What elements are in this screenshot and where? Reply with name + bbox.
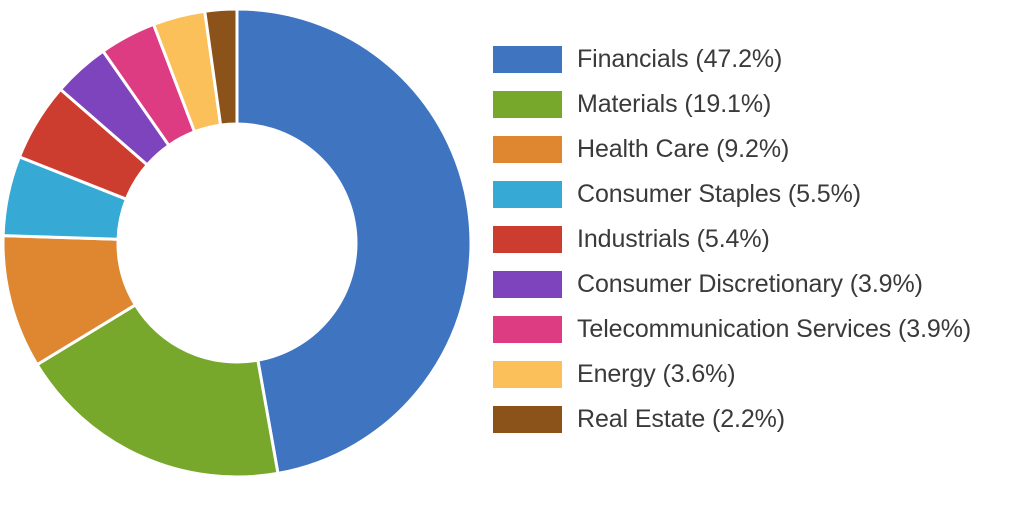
chart-legend: Financials (47.2%) Materials (19.1%) Hea… bbox=[493, 37, 971, 442]
legend-label: Financials (47.2%) bbox=[577, 45, 783, 73]
legend-label: Energy (3.6%) bbox=[577, 360, 736, 388]
legend-label: Industrials (5.4%) bbox=[577, 225, 770, 253]
legend-item-consumer-discretionary: Consumer Discretionary (3.9%) bbox=[493, 262, 971, 307]
legend-swatch bbox=[493, 46, 562, 73]
legend-item-health-care: Health Care (9.2%) bbox=[493, 127, 971, 172]
legend-swatch bbox=[493, 361, 562, 388]
legend-item-energy: Energy (3.6%) bbox=[493, 352, 971, 397]
legend-swatch bbox=[493, 181, 562, 208]
legend-swatch bbox=[493, 406, 562, 433]
slice-materials[interactable] bbox=[35, 303, 280, 479]
legend-item-industrials: Industrials (5.4%) bbox=[493, 217, 971, 262]
legend-swatch bbox=[493, 316, 562, 343]
donut-slices bbox=[1, 7, 473, 479]
legend-item-real-estate: Real Estate (2.2%) bbox=[493, 397, 971, 442]
donut-chart bbox=[1, 7, 473, 479]
legend-item-financials: Financials (47.2%) bbox=[493, 37, 971, 82]
legend-label: Telecommunication Services (3.9%) bbox=[577, 315, 972, 343]
legend-swatch bbox=[493, 271, 562, 298]
legend-item-telecommunication-services: Telecommunication Services (3.9%) bbox=[493, 307, 971, 352]
legend-label: Health Care (9.2%) bbox=[577, 135, 790, 163]
legend-swatch bbox=[493, 91, 562, 118]
legend-label: Consumer Staples (5.5%) bbox=[577, 180, 861, 208]
legend-label: Materials (19.1%) bbox=[577, 90, 772, 118]
legend-swatch bbox=[493, 136, 562, 163]
slice-real-estate[interactable] bbox=[203, 7, 239, 127]
legend-label: Consumer Discretionary (3.9%) bbox=[577, 270, 923, 298]
legend-item-consumer-staples: Consumer Staples (5.5%) bbox=[493, 172, 971, 217]
legend-swatch bbox=[493, 226, 562, 253]
legend-item-materials: Materials (19.1%) bbox=[493, 82, 971, 127]
slice-financials[interactable] bbox=[235, 7, 473, 475]
legend-label: Real Estate (2.2%) bbox=[577, 405, 786, 433]
